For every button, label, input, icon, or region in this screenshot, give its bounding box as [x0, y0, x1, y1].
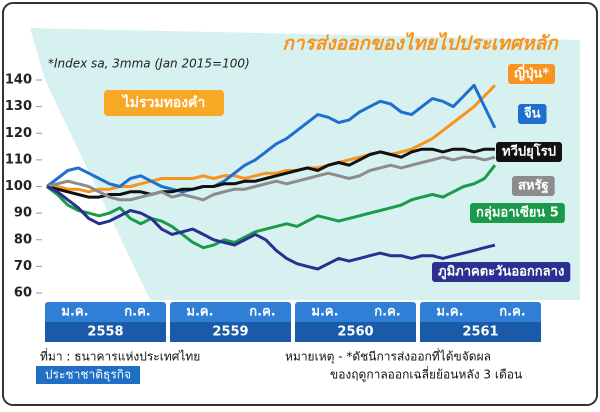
subtitle: *Index sa, 3mma (Jan 2015=100): [48, 57, 250, 71]
legend-box: [470, 203, 565, 223]
note: ของฤดูกาลออกเฉลี่ยย้อนหลัง 3 เดือน: [330, 366, 522, 383]
legend-label: สหรัฐ: [518, 179, 549, 195]
y-tick-label: 140: [5, 73, 32, 88]
note: หมายเหตุ - *ดัชนีการส่งออกที่ได้ขจัดผล: [285, 348, 491, 365]
year-band: [45, 322, 166, 342]
legend-label: กลุ่มอาเซียน 5: [476, 205, 559, 221]
publisher-box: [36, 366, 140, 384]
year-label: 2560: [337, 325, 373, 340]
legend-label: ญี่ปุ่น*: [514, 64, 549, 82]
year-band: [170, 322, 291, 342]
legend-label: ทวีปยุโรป: [502, 143, 556, 160]
y-tick-label: 120: [5, 126, 32, 141]
chart-title: การส่งออกของไทยไปประเทศหลัก: [282, 32, 559, 55]
y-tick-label: 130: [5, 99, 32, 114]
legend-box: [496, 142, 562, 162]
annotation-box: [104, 90, 224, 116]
series-line: [46, 147, 495, 199]
publisher: ประชาชาติธุรกิจ: [45, 368, 131, 383]
year-label: 2559: [212, 325, 248, 340]
legend-label: จีน: [524, 106, 541, 122]
x-tick-label: ก.ค.: [124, 305, 150, 320]
series-line: [46, 164, 497, 250]
legend-label: ภูมิภาคตะวันออกกลาง: [438, 265, 564, 280]
x-tick-label: ม.ค.: [61, 305, 88, 320]
year-band: [295, 322, 416, 342]
x-tick-label: ก.ค.: [374, 305, 400, 320]
y-tick-label: 90: [14, 206, 32, 221]
legend-box: [508, 64, 556, 84]
x-tick-label: ก.ค.: [499, 305, 525, 320]
y-tick-label: 70: [14, 259, 32, 274]
y-tick-label: 80: [14, 232, 32, 247]
series-line: [46, 83, 497, 194]
annotation: ไม่รวมทองคำ: [121, 93, 206, 111]
y-tick-label: 100: [5, 179, 32, 194]
x-tick-label: ม.ค.: [186, 305, 213, 320]
legend-box: [512, 176, 555, 196]
year-label: 2561: [462, 325, 498, 340]
source: ที่มา : ธนาคารแห่งประเทศไทย: [40, 348, 200, 364]
legend-box: [518, 104, 547, 124]
year-label: 2558: [87, 325, 123, 340]
x-tick-label: ม.ค.: [311, 305, 338, 320]
series-line: [46, 185, 496, 271]
x-tick-label: ม.ค.: [436, 305, 463, 320]
series-line: [46, 155, 496, 202]
legend-box: [432, 262, 571, 282]
y-tick-label: 110: [5, 152, 32, 167]
y-tick-label: 60: [14, 286, 32, 301]
x-tick-label: ก.ค.: [249, 305, 275, 320]
year-band: [420, 322, 541, 342]
